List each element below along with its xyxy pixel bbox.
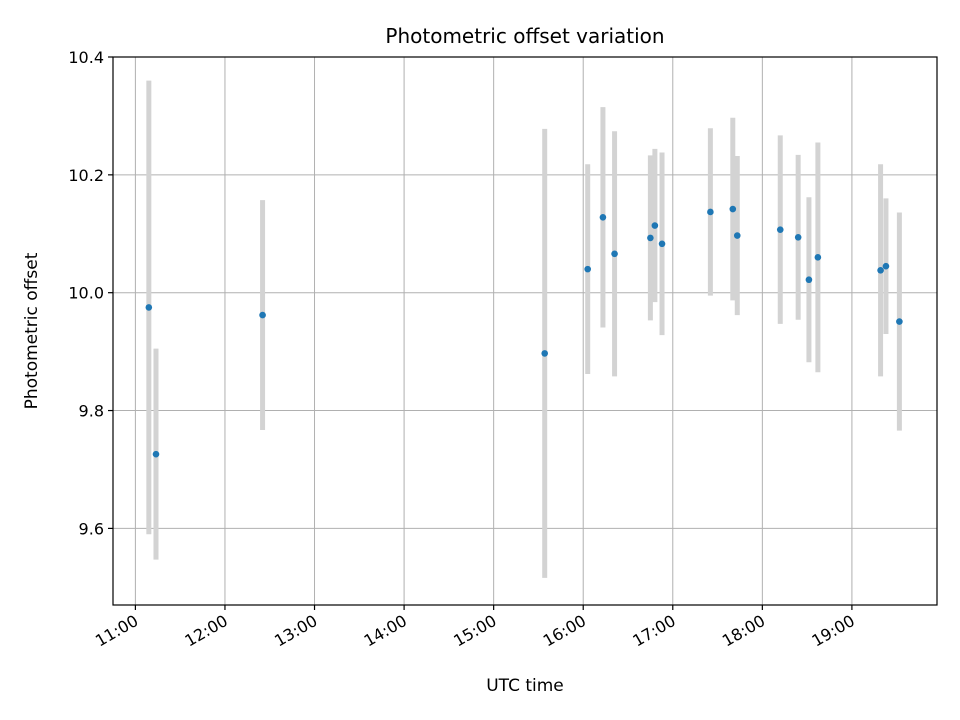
y-axis-label: Photometric offset: [22, 252, 42, 409]
y-tick-label: 10.0: [68, 284, 104, 303]
data-point: [584, 265, 591, 273]
data-point: [733, 232, 741, 239]
data-points: [145, 205, 903, 458]
data-point: [658, 240, 666, 248]
data-point: [651, 222, 659, 229]
data-point: [647, 234, 654, 242]
data-point: [877, 267, 884, 274]
y-tick-label: 9.6: [79, 519, 104, 538]
data-point: [707, 208, 714, 216]
data-point: [805, 276, 813, 284]
data-point: [882, 262, 890, 270]
y-tick-label: 9.8: [79, 402, 104, 421]
data-point: [145, 304, 153, 311]
data-point: [896, 318, 903, 325]
plot-area-frame: [112, 56, 938, 606]
data-point: [729, 205, 737, 213]
data-point: [599, 213, 607, 221]
data-point: [541, 350, 549, 357]
data-point: [776, 226, 784, 233]
data-point: [611, 250, 618, 258]
x-axis-label: UTC time: [486, 676, 564, 696]
y-tick-label: 10.2: [68, 166, 104, 185]
y-tick-label: 10.4: [68, 48, 104, 67]
data-point: [152, 450, 160, 458]
data-point: [259, 311, 266, 319]
data-point: [794, 234, 802, 241]
chart-title: Photometric offset variation: [385, 24, 664, 48]
data-point: [814, 254, 822, 261]
